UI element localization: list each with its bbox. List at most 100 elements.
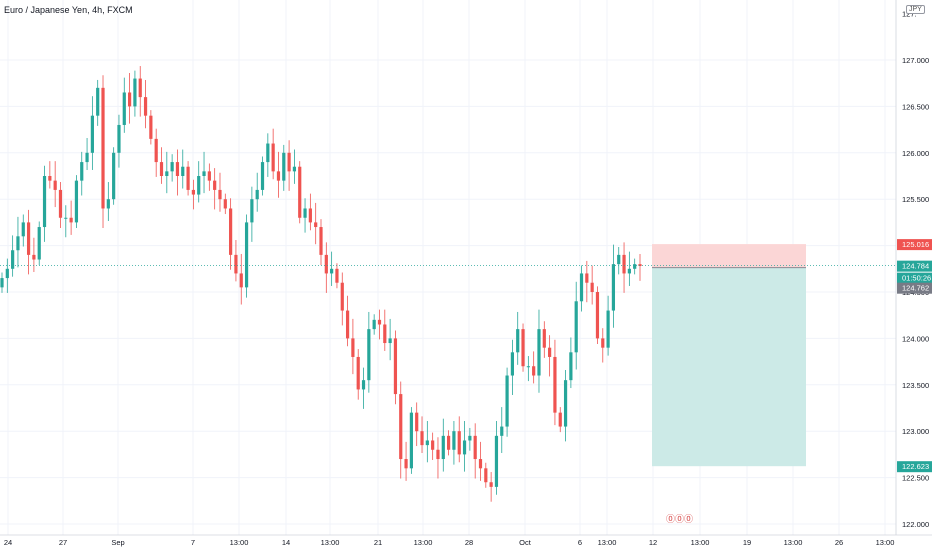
time-tick-label: 7 — [191, 538, 195, 547]
candle-body — [548, 347, 552, 357]
candle-body — [473, 435, 477, 460]
candle-body — [516, 329, 520, 353]
price-tick-label: 126.000 — [902, 149, 929, 158]
candle-body — [478, 459, 483, 469]
candle-body — [175, 162, 180, 176]
candle-body — [526, 366, 530, 368]
candle-body — [484, 468, 488, 483]
candle-body — [611, 264, 616, 311]
currency-badge[interactable]: JPY — [906, 5, 925, 14]
candle-body — [622, 254, 626, 274]
price-tick-label: 123.500 — [902, 381, 929, 390]
candle-body — [404, 459, 408, 469]
candle-body — [239, 273, 243, 288]
candle-body — [32, 254, 36, 260]
candle-body — [191, 189, 195, 195]
candle-body — [165, 171, 169, 176]
candle-body — [90, 115, 94, 153]
time-tick-label: 28 — [465, 538, 473, 547]
candle-body — [595, 292, 600, 339]
candle-body — [234, 254, 238, 274]
candle-body — [96, 87, 100, 116]
candle-body — [601, 338, 605, 348]
candle-body — [340, 282, 344, 311]
candle-body — [64, 217, 68, 219]
candle-body — [223, 199, 227, 209]
candle-body — [532, 366, 536, 376]
candle-body — [170, 162, 174, 172]
candle-body — [16, 236, 20, 251]
candle-body — [553, 356, 557, 413]
candle-body — [149, 115, 153, 139]
candle-body — [558, 412, 562, 427]
candle-body — [74, 180, 79, 223]
candle-body — [415, 412, 419, 432]
position-zones — [652, 244, 806, 467]
price-tick-label: 123.000 — [902, 427, 929, 436]
candle-body — [133, 78, 137, 107]
candle-body — [85, 152, 89, 163]
price-tick-label: 126.500 — [902, 102, 929, 111]
time-tick-label: 26 — [835, 538, 843, 547]
candle-body — [303, 208, 307, 218]
time-tick-label: 13:00 — [321, 538, 340, 547]
candle-body — [468, 435, 472, 441]
candle-body — [42, 176, 47, 228]
candle-body — [128, 92, 132, 107]
time-tick-label: 12 — [649, 538, 657, 547]
candle-body — [266, 143, 270, 163]
time-tick-label: 13:00 — [784, 538, 803, 547]
candle-body — [606, 310, 610, 348]
price-tag-bg — [897, 260, 932, 272]
candle-body — [218, 189, 222, 200]
candle-body — [638, 264, 642, 267]
candle-body — [452, 431, 456, 450]
candle-body — [292, 166, 297, 172]
candle-body — [500, 426, 504, 436]
candle-body — [106, 199, 110, 209]
candle-body — [159, 162, 164, 176]
time-tick-label: 13:00 — [691, 538, 710, 547]
time-tick-label: 24 — [4, 538, 12, 547]
candle-body — [250, 199, 254, 223]
candle-body — [58, 189, 63, 218]
candle-body — [53, 180, 57, 190]
candle-body — [436, 449, 440, 460]
price-tag-label: 01:50:26 — [902, 274, 931, 283]
candle-body — [388, 338, 392, 344]
candle-body — [314, 222, 318, 228]
candle-body — [590, 282, 594, 292]
candle-body — [462, 440, 467, 455]
price-tick-label: 125.500 — [902, 195, 929, 204]
price-tick-label: 122.500 — [902, 474, 929, 483]
candle-body — [585, 273, 589, 283]
candle-body — [627, 268, 631, 274]
candle-body — [574, 301, 578, 353]
candle-body — [308, 208, 312, 223]
price-tag-bg — [897, 461, 932, 473]
time-tick-label: Oct — [519, 538, 532, 547]
candle-body — [11, 250, 15, 269]
price-tag-label: 125.016 — [902, 240, 929, 249]
candle-body — [399, 394, 403, 460]
candle-body — [425, 440, 429, 446]
price-tag-label: 122.623 — [902, 462, 929, 471]
price-tag-bg — [897, 282, 932, 294]
candle-body — [372, 319, 376, 330]
candle-body — [48, 176, 52, 181]
candle-body — [383, 324, 387, 344]
candle-body — [112, 152, 116, 200]
candle-body — [5, 268, 9, 279]
candle-body — [271, 143, 275, 172]
candle-body — [229, 208, 233, 255]
candle-body — [117, 124, 121, 153]
candle-body — [537, 329, 541, 376]
take-profit-zone — [652, 267, 806, 467]
candle-body — [409, 412, 413, 469]
stop-loss-zone — [652, 244, 806, 268]
price-tag-bg — [897, 239, 932, 251]
time-tick-label: 13:00 — [876, 538, 895, 547]
time-tick-label: 13:00 — [230, 538, 249, 547]
